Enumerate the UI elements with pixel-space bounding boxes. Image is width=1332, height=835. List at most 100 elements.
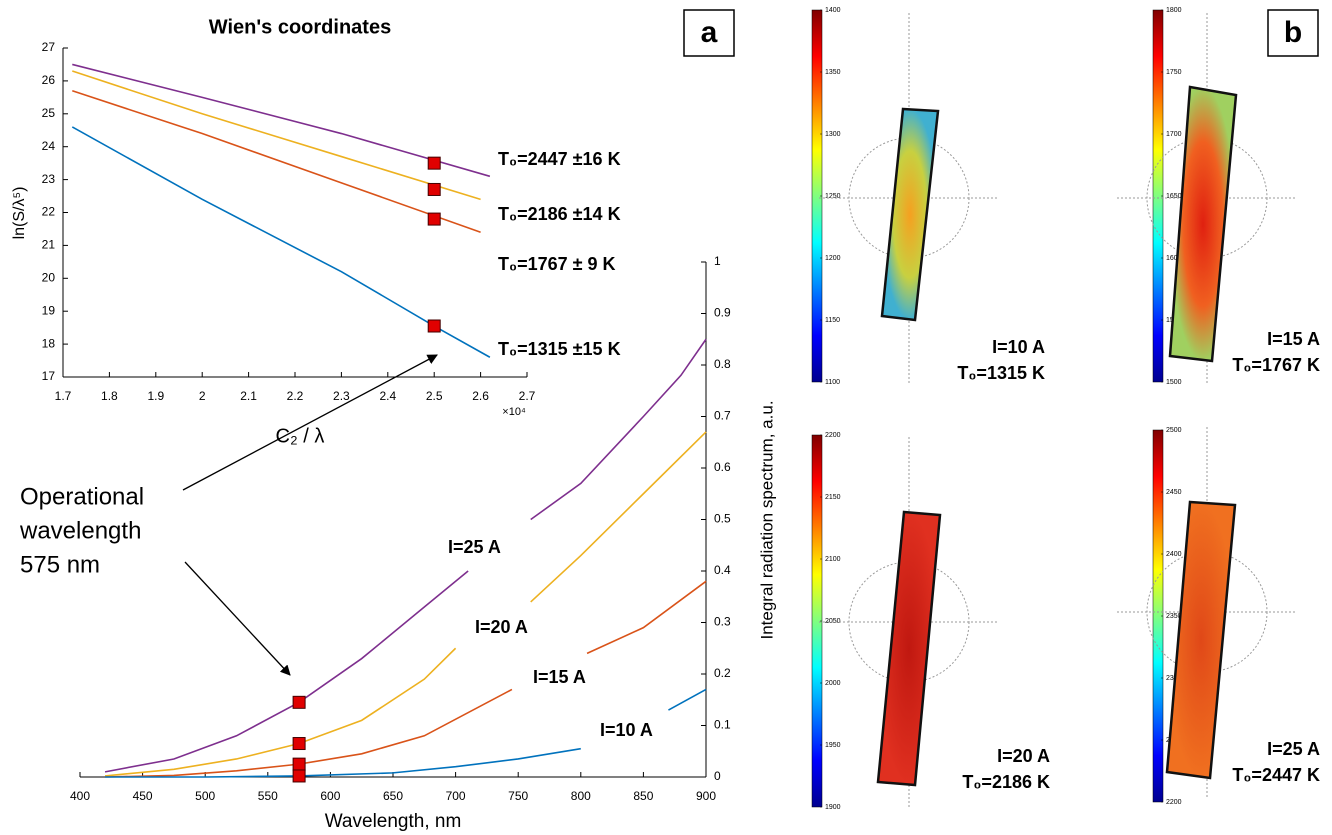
annotation: T₀=2186 ±14 K — [498, 204, 621, 224]
x-tick-label: 2.1 — [240, 389, 257, 403]
map-label: I=25 A — [1267, 739, 1320, 759]
x-tick-label: 500 — [195, 789, 215, 803]
y-tick-label: 18 — [42, 336, 56, 350]
marker — [293, 738, 305, 750]
map-label: T₀=1315 K — [957, 363, 1045, 383]
x-tick-label: 450 — [133, 789, 153, 803]
thermal-image — [1167, 502, 1235, 778]
x-tick-label: 800 — [571, 789, 591, 803]
thermal-image — [878, 512, 940, 785]
annotation: T₀=1767 ± 9 K — [498, 254, 616, 274]
thermal-image — [882, 109, 938, 320]
y-tick-label: 27 — [42, 40, 56, 54]
map-label: I=20 A — [997, 746, 1050, 766]
y-tick-label: 0.7 — [714, 409, 731, 423]
series-line — [105, 339, 706, 772]
colorbar-tick-label: 1400 — [825, 7, 841, 14]
colorbar-tick-label: 1900 — [825, 804, 841, 811]
colorbar-tick-label: 1150 — [825, 317, 840, 324]
marker — [428, 213, 440, 225]
y-tick-label: 21 — [42, 238, 56, 252]
annotation: T₀=2447 ±16 K — [498, 149, 621, 169]
colorbar-tick-label: 1950 — [825, 742, 841, 749]
marker — [293, 770, 305, 782]
colorbar-tick-label: 2500 — [1166, 427, 1182, 434]
y-tick-label: 0 — [714, 769, 721, 783]
figure: 1.71.81.922.12.22.32.42.52.62.7171819202… — [0, 0, 1332, 835]
x-tick-label: 1.9 — [147, 389, 164, 403]
y-tick-label: 0.8 — [714, 357, 731, 371]
series-line — [72, 71, 480, 199]
y-tick-label: 0.2 — [714, 666, 731, 680]
marker — [293, 758, 305, 770]
legend-label: I=15 A — [533, 667, 586, 687]
y-tick-label: 0.4 — [714, 563, 731, 577]
y-axis-label: Integral radiation spectrum, a.u. — [757, 400, 776, 639]
annotation: Operational — [20, 483, 144, 510]
y-tick-label: 20 — [42, 270, 56, 284]
x-tick-label: 550 — [258, 789, 278, 803]
y-axis-label: ln(S/λ⁵) — [11, 187, 28, 240]
marker — [428, 183, 440, 195]
map-label: T₀=2186 K — [962, 772, 1050, 792]
y-tick-label: 0.5 — [714, 512, 731, 526]
colorbar-tick-label: 1800 — [1166, 7, 1182, 14]
x-tick-label: 850 — [633, 789, 653, 803]
map-label: T₀=1767 K — [1232, 355, 1320, 375]
arrow — [185, 562, 290, 675]
y-tick-label: 24 — [42, 139, 56, 153]
y-tick-label: 23 — [42, 172, 56, 186]
y-tick-label: 25 — [42, 106, 56, 120]
y-tick-label: 1 — [714, 254, 721, 268]
x-tick-label: 2.2 — [287, 389, 304, 403]
colorbar-tick-label: 1200 — [825, 255, 841, 262]
colorbar-tick-label: 2200 — [1166, 799, 1182, 806]
y-tick-label: 0.3 — [714, 615, 731, 629]
x-tick-label: 1.8 — [101, 389, 118, 403]
chart-title: Wien's coordinates — [209, 16, 391, 38]
colorbar-tick-label: 1350 — [825, 69, 841, 76]
y-tick-label: 0.9 — [714, 306, 731, 320]
colorbar-tick-label: 2150 — [825, 494, 841, 501]
annotation: wavelength — [19, 517, 141, 544]
x-tick-label: 2.3 — [333, 389, 350, 403]
x-tick-label: 600 — [320, 789, 340, 803]
x-tick-label: 650 — [383, 789, 403, 803]
x-tick-label: 2.6 — [472, 389, 489, 403]
colorbar-tick-label: 2100 — [825, 556, 841, 563]
colorbar-tick-label: 1700 — [1166, 131, 1182, 138]
x-multiplier: ×10⁴ — [502, 406, 526, 418]
legend-label: I=20 A — [475, 617, 528, 637]
colorbar-tick-label: 1500 — [1166, 379, 1182, 386]
x-tick-label: 900 — [696, 789, 716, 803]
arrow — [183, 355, 437, 490]
colorbar-tick-label: 2200 — [825, 432, 841, 439]
legend-label: I=10 A — [600, 720, 653, 740]
series-line — [105, 581, 706, 777]
panel-label: b — [1284, 16, 1302, 49]
y-tick-label: 17 — [42, 369, 56, 383]
map-label: I=15 A — [1267, 329, 1320, 349]
x-tick-label: 1.7 — [55, 389, 72, 403]
x-tick-label: 2.5 — [426, 389, 443, 403]
x-tick-label: 750 — [508, 789, 528, 803]
x-axis-label: C₂ / λ — [276, 425, 325, 447]
colorbar-tick-label: 1250 — [825, 193, 841, 200]
colorbar-tick-label: 2000 — [825, 680, 841, 687]
thermal-image — [1170, 87, 1236, 361]
marker — [428, 157, 440, 169]
colorbar-tick-label: 1100 — [825, 379, 840, 386]
colorbar-tick-label: 2450 — [1166, 489, 1182, 496]
colorbar-tick-label: 1650 — [1166, 193, 1182, 200]
y-tick-label: 19 — [42, 303, 56, 317]
legend-label: I=25 A — [448, 537, 501, 557]
marker — [293, 696, 305, 708]
map-label: I=10 A — [992, 337, 1045, 357]
marker — [428, 320, 440, 332]
map-label: T₀=2447 K — [1232, 765, 1320, 785]
annotation: 575 nm — [20, 551, 100, 578]
x-tick-label: 2 — [199, 389, 206, 403]
series-line — [72, 64, 490, 176]
colorbar-tick-label: 1750 — [1166, 69, 1182, 76]
y-tick-label: 26 — [42, 73, 56, 87]
